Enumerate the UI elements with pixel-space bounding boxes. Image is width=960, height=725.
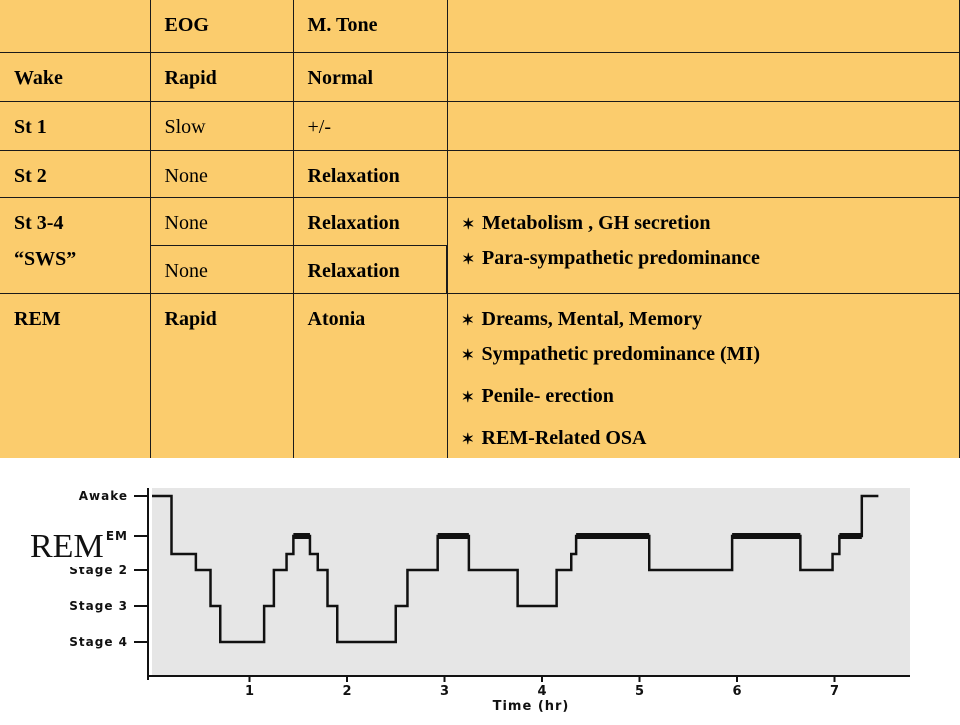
stage-cell: St 1 — [0, 100, 151, 151]
note-text: Metabolism , GH secretion — [482, 211, 711, 234]
tone-cell: Normal — [292, 51, 448, 102]
notes-cell: ✶ Metabolism , GH secretion ✶ Para-sympath… — [446, 196, 960, 294]
header-stage — [0, 0, 151, 53]
eog-cell: None — [149, 196, 294, 246]
stage-cell: Wake — [0, 51, 151, 102]
stage-label: St 3-4 — [14, 211, 64, 234]
notes-list: ✶ Dreams, Mental, Memory ✶ Sympathetic pre… — [462, 306, 960, 460]
stage-cell: St 2 — [0, 149, 151, 198]
note-text: Sympathetic predominance (MI) — [481, 342, 761, 365]
header-eog: EOG — [149, 0, 294, 53]
hypnogram-panel: Awake REM Stage 2 Stage 3 Stage 4 1 2 3 4 5 6 7 Time… — [0, 458, 960, 720]
table-row: St 1 Slow +/- — [0, 100, 960, 151]
rem-period-bar — [839, 533, 862, 539]
list-item: ✶ REM-Related OSA — [462, 418, 960, 460]
rem-label: REM — [28, 527, 106, 567]
notes-cell — [446, 149, 960, 198]
eog-cell: Rapid — [149, 292, 294, 463]
note-text: REM-Related OSA — [481, 426, 647, 449]
header-muscle-tone: M. Tone — [292, 0, 448, 53]
notes-cell: ✶ Dreams, Mental, Memory ✶ Sympathetic pre… — [446, 292, 960, 463]
tone-cell: Relaxation — [292, 244, 448, 294]
x-tick-label: 6 — [732, 684, 741, 699]
rem-period-bar — [732, 533, 801, 539]
table-row: St 3-4 “SWS” None Relaxation ✶ Metabolism… — [0, 196, 960, 294]
y-tick-label: Awake — [79, 489, 128, 503]
list-item: ✶ Penile- erection — [462, 376, 960, 418]
x-tick-label: 4 — [537, 684, 546, 699]
table-row: St 2 None Relaxation — [0, 149, 960, 198]
note-text: Penile- erection — [481, 384, 614, 407]
stage-cell: St 3-4 “SWS” — [0, 196, 151, 294]
star-bullet-icon: ✶ — [461, 312, 475, 329]
eog-cell: None — [149, 149, 294, 198]
eog-cell: None — [150, 244, 294, 294]
star-bullet-icon: ✶ — [462, 251, 475, 268]
table-row: REM Rapid Atonia ✶ Dreams, Mental, Memory… — [0, 292, 960, 463]
notes-cell — [446, 100, 960, 151]
x-tick-label: 5 — [635, 684, 644, 699]
note-text: Para-sympathetic predominance — [482, 246, 760, 269]
header-notes — [446, 0, 960, 53]
star-bullet-icon: ✶ — [461, 389, 475, 406]
note-text: Dreams, Mental, Memory — [481, 307, 703, 330]
tone-cell: +/- — [292, 100, 448, 151]
stage-cell: REM — [0, 292, 151, 463]
list-item: ✶ Sympathetic predominance (MI) — [462, 334, 960, 376]
plot-background — [152, 488, 910, 676]
x-tick-label: 2 — [342, 684, 351, 699]
y-tick-label: Stage 3 — [69, 599, 128, 613]
y-tick-label: Stage 4 — [69, 635, 128, 649]
eog-cell: Slow — [149, 100, 294, 151]
stage-sublabel: “SWS” — [14, 247, 77, 270]
sleep-stages-table: EOG M. Tone Wake Rapid Normal St 1 Slow … — [0, 0, 960, 463]
tone-cell: Atonia — [292, 292, 448, 463]
star-bullet-icon: ✶ — [461, 431, 475, 448]
table-header-row: EOG M. Tone — [0, 0, 960, 53]
list-item: ✶ Para-sympathetic predominance — [462, 238, 959, 280]
x-tick-label: 1 — [245, 684, 254, 699]
rem-period-bar — [576, 533, 650, 539]
tone-cell: Relaxation — [292, 149, 448, 198]
x-tick-label: 3 — [440, 684, 449, 699]
eog-cell: Rapid — [149, 51, 294, 102]
x-tick-label: 7 — [830, 684, 839, 699]
star-bullet-icon: ✶ — [461, 347, 475, 364]
rem-period-bar — [437, 533, 469, 539]
notes-cell — [446, 51, 960, 102]
sleep-stages-table-container: EOG M. Tone Wake Rapid Normal St 1 Slow … — [0, 0, 960, 463]
star-bullet-icon: ✶ — [462, 216, 475, 233]
x-axis-label: Time (hr) — [493, 699, 570, 714]
table-row: Wake Rapid Normal — [0, 51, 960, 102]
list-item: ✶ Dreams, Mental, Memory — [462, 306, 960, 334]
notes-list: ✶ Metabolism , GH secretion ✶ Para-sympath… — [462, 210, 959, 280]
tone-cell: Relaxation — [292, 196, 448, 246]
list-item: ✶ Metabolism , GH secretion — [462, 210, 959, 238]
rem-period-bar — [293, 533, 310, 539]
